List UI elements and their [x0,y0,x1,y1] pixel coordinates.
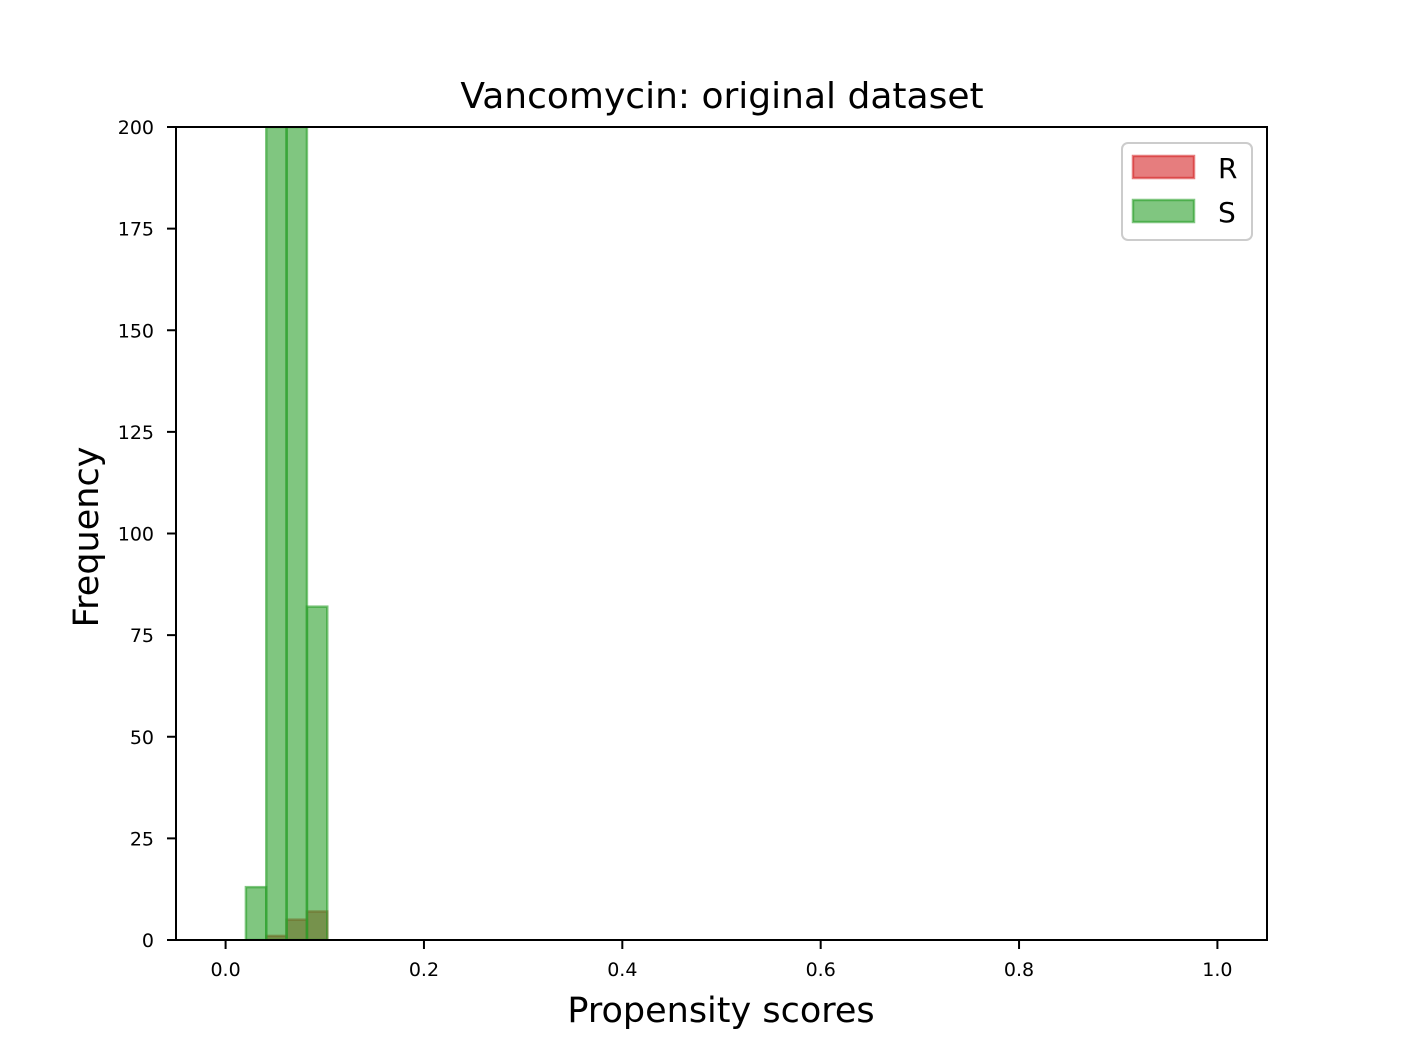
y-tick-label-6: 150 [118,320,154,342]
y-tick-label-7: 175 [118,219,154,241]
y-tick-label-1: 25 [130,828,154,850]
x-tick-label-0: 0.0 [210,959,240,981]
chart-title: Vancomycin: original dataset [460,76,983,117]
bar-s-1 [265,127,288,940]
plot-area: 0.0 0.2 0.4 0.6 0.8 1.0 0 25 50 75 100 125 150 175 200 [118,117,1268,981]
legend-swatch-r [1131,154,1196,180]
bars-group [244,127,329,940]
bar-s-3 [305,605,329,940]
x-tick-label-5: 1.0 [1202,959,1232,981]
x-tick-label-2: 0.4 [607,959,637,981]
y-axis-label: Frequency [67,447,107,628]
x-tick-label-4: 0.8 [1004,959,1034,981]
bar-s-0 [244,885,268,940]
y-tick-label-5: 125 [118,422,154,444]
y-tick-label-2: 50 [130,727,154,749]
x-tick-label-1: 0.2 [409,959,439,981]
y-tick-label-8: 200 [118,117,154,139]
x-axis-label: Propensity scores [567,991,874,1031]
legend-swatch-s [1131,198,1196,224]
legend-label-r: R [1218,152,1237,185]
legend: R S [1121,142,1253,241]
y-tick-label-0: 0 [142,930,154,952]
y-tick-label-4: 100 [118,524,154,546]
legend-label-s: S [1218,196,1236,229]
y-tick-label-3: 75 [130,625,154,647]
x-tick-label-3: 0.6 [806,959,836,981]
bar-s-2 [285,127,309,940]
